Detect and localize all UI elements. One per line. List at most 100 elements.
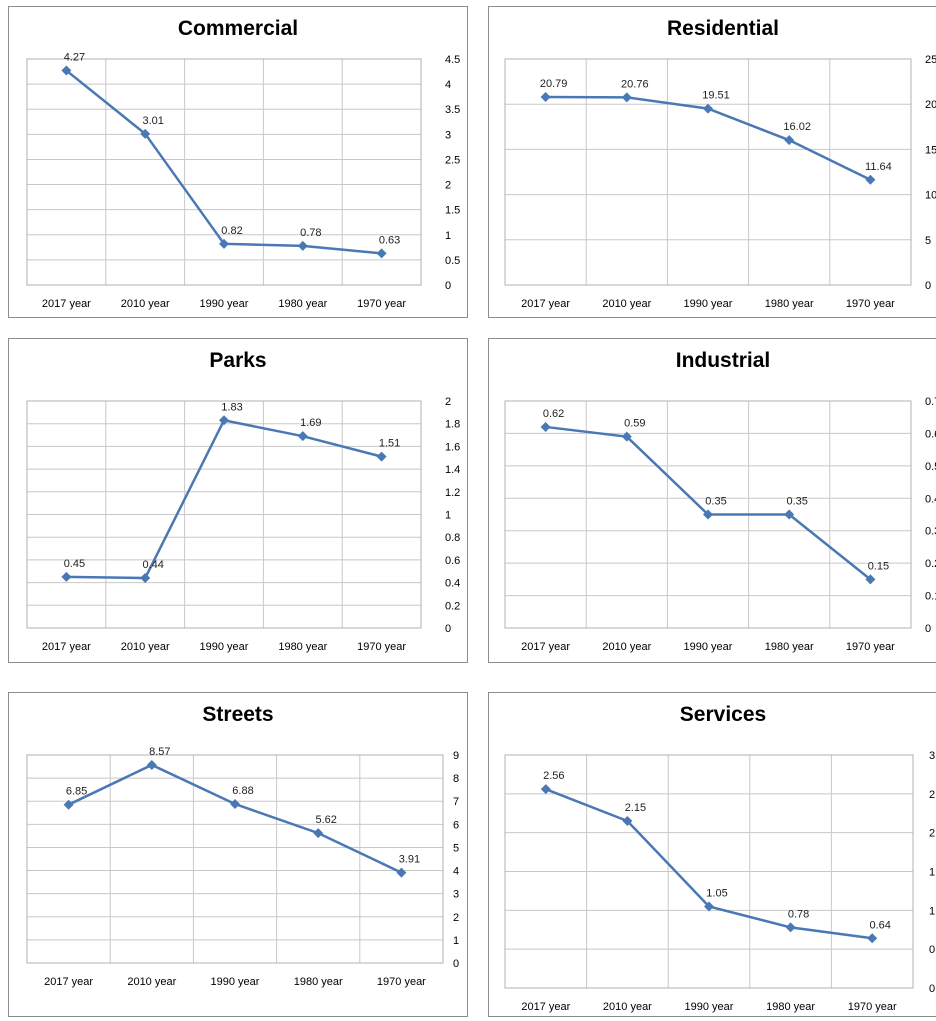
y-tick-label: 3 <box>453 889 459 901</box>
x-tick-label: 2017 year <box>521 641 570 653</box>
data-label: 16.02 <box>783 121 811 133</box>
data-label: 2.56 <box>543 770 564 782</box>
data-point <box>621 431 632 442</box>
y-tick-label: 0.4 <box>445 578 460 590</box>
data-point <box>140 573 151 584</box>
data-label: 0.35 <box>705 496 726 508</box>
x-tick-label: 1970 year <box>377 976 426 988</box>
x-tick-label: 2017 year <box>521 1001 570 1013</box>
residential-chart: Residential 0 5 10 15 20 25 20.79 20.76 19.51 16.… <box>488 6 936 318</box>
data-point <box>622 816 633 827</box>
y-tick-label: 0.6 <box>445 555 460 567</box>
data-point <box>313 828 324 839</box>
x-tick-label: 1980 year <box>278 641 327 653</box>
y-tick-label: 2 <box>445 180 451 192</box>
x-tick-label: 1990 year <box>684 298 733 310</box>
data-point <box>63 799 74 810</box>
data-label: 4.27 <box>64 52 85 64</box>
data-point <box>540 92 551 103</box>
data-label: 20.79 <box>540 78 568 90</box>
y-tick-label: 1.5 <box>445 205 460 217</box>
data-point <box>61 65 72 76</box>
y-tick-label: 1 <box>453 935 459 947</box>
y-tick-label: 0 <box>453 958 459 970</box>
data-label: 0.78 <box>788 908 809 920</box>
data-label: 20.76 <box>621 78 649 90</box>
y-tick-label: 0 <box>925 623 931 635</box>
x-tick-label: 1970 year <box>846 298 895 310</box>
y-tick-label: 0.4 <box>925 493 936 505</box>
x-tick-label: 1980 year <box>765 298 814 310</box>
series-line <box>66 418 382 580</box>
chart-title: Commercial <box>177 17 299 40</box>
streets-plot: 0 1 2 3 4 5 6 7 8 9 6.85 8.57 6.88 5.62 3.91 2017 year 2… <box>26 746 459 988</box>
y-tick-label: 0.8 <box>445 532 460 544</box>
y-tick-label: 5 <box>925 235 931 247</box>
data-point <box>230 798 240 809</box>
data-point <box>146 759 157 770</box>
y-tick-label: 4 <box>445 79 451 91</box>
y-tick-label: 5 <box>453 842 459 854</box>
y-tick-label: 0.6 <box>925 428 936 440</box>
y-tick-label: 3.5 <box>445 104 460 116</box>
y-tick-label: 0 <box>445 280 451 292</box>
y-tick-label: 2 <box>453 912 459 924</box>
data-point <box>297 240 308 251</box>
streets-chart: Streets 0 1 2 3 4 5 6 7 8 9 6.85 8.57 6.88 5.62 3.91 20… <box>8 692 468 1017</box>
x-tick-label: 2017 year <box>44 976 93 988</box>
plot-area <box>504 58 912 286</box>
data-point <box>396 867 407 878</box>
y-tick-label: 0.2 <box>445 600 460 612</box>
y-tick-label: 0.5 <box>925 461 936 473</box>
data-point <box>703 509 713 520</box>
x-tick-label: 2010 year <box>121 298 170 310</box>
data-point <box>867 933 878 944</box>
data-point <box>140 128 151 139</box>
residential-plot: 0 5 10 15 20 25 20.79 20.76 19.51 16.02 11.64 2017 … <box>504 54 936 310</box>
data-label: 6.85 <box>66 786 87 798</box>
data-point <box>621 92 632 103</box>
y-tick-label: 0.5 <box>929 944 936 956</box>
chart-title: Streets <box>202 703 274 726</box>
x-tick-label: 1990 year <box>684 641 733 653</box>
y-tick-label: 6 <box>453 819 459 831</box>
y-tick-label: 2.5 <box>445 154 460 166</box>
x-tick-label: 1980 year <box>294 976 343 988</box>
data-point <box>540 784 551 795</box>
data-label: 3.01 <box>142 115 163 127</box>
x-tick-label: 1980 year <box>765 641 814 653</box>
y-tick-label: 4.5 <box>445 54 460 66</box>
data-label: 0.59 <box>624 418 645 430</box>
data-label: 1.83 <box>221 401 242 413</box>
y-tick-label: 1.5 <box>929 867 936 879</box>
x-tick-label: 2010 year <box>602 641 651 653</box>
x-tick-label: 1980 year <box>766 1001 815 1013</box>
x-tick-label: 2017 year <box>521 298 570 310</box>
x-tick-label: 1970 year <box>848 1001 897 1013</box>
data-point <box>704 901 714 912</box>
y-tick-label: 15 <box>925 144 936 156</box>
y-tick-label: 1 <box>445 230 451 242</box>
data-label: 1.05 <box>706 887 727 899</box>
data-label: 1.51 <box>379 438 400 450</box>
chart-title: Industrial <box>675 349 771 372</box>
series-line <box>545 788 873 940</box>
y-tick-label: 1.8 <box>445 419 460 431</box>
x-tick-label: 2010 year <box>603 1001 652 1013</box>
y-tick-label: 0 <box>929 983 935 995</box>
industrial-plot: 0 0.1 0.2 0.3 0.4 0.5 0.6 0.7 0.62 0.59 0.35 0.35 0.… <box>504 396 936 653</box>
y-tick-label: 2.5 <box>929 789 936 801</box>
data-label: 11.64 <box>865 161 892 173</box>
plot-area <box>504 400 912 629</box>
y-tick-label: 1.6 <box>445 441 460 453</box>
plot-area <box>26 754 444 964</box>
x-tick-label: 1970 year <box>846 641 895 653</box>
y-tick-label: 1 <box>929 905 935 917</box>
x-tick-label: 2017 year <box>42 298 91 310</box>
y-tick-label: 8 <box>453 773 459 785</box>
x-tick-label: 1970 year <box>357 298 406 310</box>
y-tick-label: 3 <box>929 750 935 762</box>
x-tick-label: 2010 year <box>602 298 651 310</box>
x-tick-label: 1970 year <box>357 641 406 653</box>
data-point <box>784 135 795 146</box>
